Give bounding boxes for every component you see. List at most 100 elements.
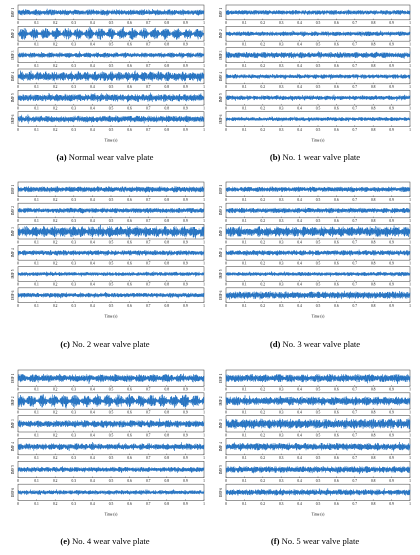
x-tick-label: 0.4 bbox=[297, 456, 302, 460]
x-tick-label: 0 bbox=[225, 240, 227, 244]
x-tick-label: 0.8 bbox=[371, 85, 376, 89]
series-label: IMF 4 bbox=[219, 442, 223, 451]
x-tick-label: 0.2 bbox=[53, 240, 58, 244]
x-tick-label: 0.3 bbox=[279, 198, 284, 202]
x-tick-label: 0 bbox=[225, 107, 227, 111]
x-tick-label: 0.4 bbox=[90, 43, 95, 47]
x-tick-label: 0.1 bbox=[34, 107, 39, 111]
x-tick-label: 0.6 bbox=[334, 411, 339, 415]
x-tick-label: 0.2 bbox=[53, 85, 58, 89]
x-tick-label: 0.7 bbox=[146, 21, 151, 25]
x-tick-label: 0.8 bbox=[165, 43, 170, 47]
x-tick-label: 0.4 bbox=[297, 43, 302, 47]
series-label: IMF 6 bbox=[219, 114, 223, 123]
x-tick-label: 0 bbox=[17, 107, 19, 111]
x-tick-label: 0.1 bbox=[242, 433, 247, 437]
x-tick-label: 0.8 bbox=[165, 64, 170, 68]
x-tick-label: 1 bbox=[203, 85, 205, 89]
x-tick-label: 0.8 bbox=[165, 479, 170, 483]
x-tick-label: 0.2 bbox=[261, 479, 266, 483]
x-tick-label: 0.4 bbox=[297, 64, 302, 68]
x-tick-label: 0.6 bbox=[127, 107, 132, 111]
caption-d: (d) No. 3 wear valve plate bbox=[210, 339, 420, 349]
x-tick-label: 0.1 bbox=[34, 411, 39, 415]
imf-signal-line bbox=[17, 373, 205, 384]
imf-strip: IMF 6 0 0.1 0.2 0.3 0.4 0.5 0.6 0.7 0.8 0.9 1 bbox=[219, 483, 411, 506]
x-tick-label: 0.8 bbox=[165, 304, 170, 308]
x-tick-label: 0.8 bbox=[371, 107, 376, 111]
imf-strip: IMF 10 0.1 0.2 0.3 0.4 0.5 0.6 0.7 0.8 0.9 1 bbox=[219, 181, 411, 202]
x-tick-label: 0.2 bbox=[261, 456, 266, 460]
x-tick-label: 0.4 bbox=[90, 502, 95, 506]
x-tick-label: 0 bbox=[17, 283, 19, 287]
x-tick-label: 0.7 bbox=[353, 128, 358, 132]
series-label: IMF 2 bbox=[219, 29, 223, 38]
caption-b: (b) No. 1 wear valve plate bbox=[210, 152, 420, 162]
x-tick-label: 0.9 bbox=[389, 388, 394, 392]
x-tick-label: 0.7 bbox=[353, 85, 358, 89]
x-tick-label: 0.7 bbox=[353, 283, 358, 287]
series-label: IMF 3 bbox=[219, 419, 223, 428]
x-tick-label: 0.3 bbox=[72, 456, 77, 460]
x-tick-label: 0.6 bbox=[334, 433, 339, 437]
x-tick-label: 0.5 bbox=[316, 107, 321, 111]
x-tick-label: 0.9 bbox=[389, 64, 394, 68]
imf-signal-line bbox=[17, 70, 205, 82]
x-tick-label: 0.1 bbox=[242, 64, 247, 68]
x-tick-label: 1 bbox=[409, 411, 411, 415]
imf-strip: IMF 6 0 0.1 0.2 0.3 0.4 0.5 0.6 0.7 0.8 0.9 1 bbox=[219, 287, 411, 308]
x-tick-label: 0 bbox=[225, 198, 227, 202]
imf-strip: IMF 2 0 0.1 0.2 0.3 0.4 0.5 0.6 0.7 0.8 0.9 1 bbox=[219, 392, 411, 415]
x-tick-label: 0.7 bbox=[353, 262, 358, 266]
x-tick-label: 1 bbox=[203, 283, 205, 287]
x-tick-label: 0.5 bbox=[109, 433, 114, 437]
x-tick-label: 0.5 bbox=[109, 479, 114, 483]
x-tick-label: 0.1 bbox=[34, 128, 39, 132]
imf-strip: IMF 30 0.1 0.2 0.3 0.4 0.5 0.6 0.7 0.8 0.9 1 bbox=[219, 224, 411, 244]
x-tick-label: 0.3 bbox=[279, 85, 284, 89]
x-tick-label: 0 bbox=[17, 411, 19, 415]
x-tick-label: 0.5 bbox=[316, 262, 321, 266]
x-tick-label: 1 bbox=[409, 128, 411, 132]
x-tick-label: 0.2 bbox=[261, 283, 266, 287]
x-tick-label: 0.5 bbox=[109, 304, 114, 308]
imf-strip: IMF 30 0.1 0.2 0.3 0.4 0.5 0.6 0.7 0.8 0.9 1 bbox=[11, 47, 205, 68]
series-label: IMF 6 bbox=[219, 488, 223, 497]
x-tick-label: 1 bbox=[409, 43, 411, 47]
x-tick-label: 0.2 bbox=[261, 64, 266, 68]
series-label: IMF 6 bbox=[11, 290, 15, 299]
x-tick-label: 0.9 bbox=[389, 479, 394, 483]
x-tick-label: 0.1 bbox=[242, 479, 247, 483]
imf-signal-line bbox=[225, 249, 411, 257]
x-tick-label: 0 bbox=[17, 304, 19, 308]
x-tick-label: 0.7 bbox=[146, 262, 151, 266]
x-tick-label: 0.2 bbox=[261, 198, 266, 202]
x-tick-label: 0.2 bbox=[53, 283, 58, 287]
imf-signal-line bbox=[17, 271, 205, 277]
imf-signal-line bbox=[17, 207, 205, 214]
x-tick-label: 0.4 bbox=[90, 198, 95, 202]
x-tick-label: 0.9 bbox=[389, 502, 394, 506]
x-tick-label: 0.9 bbox=[183, 219, 188, 223]
x-tick-label: 0.6 bbox=[334, 456, 339, 460]
series-label: IMF 1 bbox=[11, 185, 15, 194]
x-tick-label: 0 bbox=[225, 21, 227, 25]
x-tick-label: 1 bbox=[409, 456, 411, 460]
series-label: IMF 3 bbox=[219, 227, 223, 236]
x-tick-label: 0.4 bbox=[297, 85, 302, 89]
x-tick-label: 0 bbox=[17, 219, 19, 223]
x-tick-label: 0.7 bbox=[353, 411, 358, 415]
x-tick-label: 0.4 bbox=[90, 433, 95, 437]
x-tick-label: 0.8 bbox=[165, 240, 170, 244]
x-tick-label: 0.2 bbox=[261, 388, 266, 392]
x-tick-label: 0.9 bbox=[183, 262, 188, 266]
series-label: IMF 5 bbox=[219, 465, 223, 474]
x-tick-label: 1 bbox=[203, 107, 205, 111]
imf-strip: IMF 10 0.1 0.2 0.3 0.4 0.5 0.6 0.7 0.8 0.9 1 bbox=[11, 4, 205, 25]
x-tick-label: 0.7 bbox=[353, 21, 358, 25]
imf-strip: IMF 4 0 0.1 0.2 0.3 0.4 0.5 0.6 0.7 0.8 0.9 1 bbox=[11, 438, 205, 460]
x-tick-label: 0.4 bbox=[90, 262, 95, 266]
